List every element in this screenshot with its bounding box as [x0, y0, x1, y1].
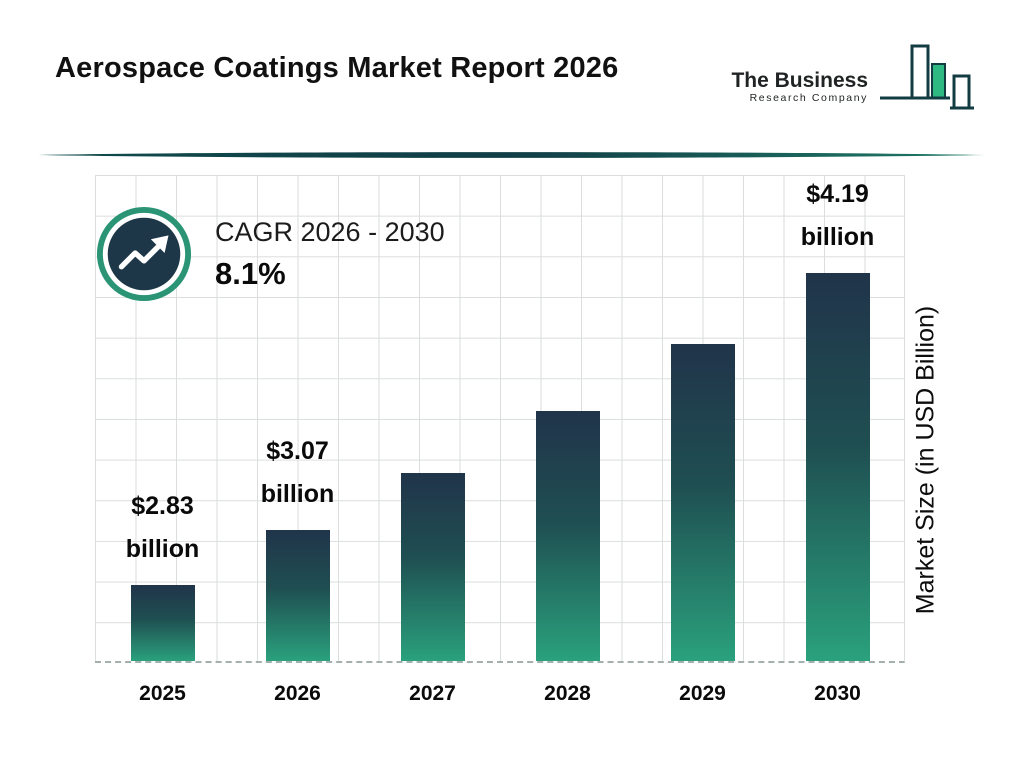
- logo-name: The Business: [731, 69, 868, 92]
- logo-subtitle: Research Company: [749, 92, 868, 104]
- bar-2030: [805, 273, 870, 661]
- bar-value-label-2026: $3.07 billion: [260, 437, 335, 508]
- bar-value-label-2025: $2.83 billion: [125, 492, 200, 563]
- company-logo: The Business Research Company: [731, 40, 976, 118]
- bar-2027: [400, 473, 465, 661]
- cagr-label: CAGR 2026 - 2030: [215, 216, 445, 247]
- x-tick-2030: 2030: [814, 682, 861, 705]
- bar-value-label-2030: $4.19 billion: [800, 180, 875, 251]
- logo-text: The Business Research Company: [731, 70, 868, 118]
- bar-2025: [130, 585, 195, 661]
- page-title: Aerospace Coatings Market Report 2026: [55, 52, 619, 84]
- x-tick-2026: 2026: [274, 682, 321, 705]
- bar-2026: [265, 530, 330, 661]
- plot-area: $2.83 billion $3.07 billion $4.19 billion: [95, 175, 905, 663]
- cagr-text: CAGR 2026 - 2030 8.1%: [215, 217, 445, 292]
- logo-bar-chart-icon: [880, 44, 974, 110]
- divider-line: [38, 152, 985, 158]
- x-tick-2028: 2028: [544, 682, 591, 705]
- x-tick-2029: 2029: [679, 682, 726, 705]
- bar-2028: [535, 411, 600, 661]
- cagr-value: 8.1%: [215, 255, 286, 291]
- trending-up-icon: [96, 206, 192, 302]
- y-axis-title: Market Size (in USD Billion): [911, 305, 940, 615]
- bar-2029: [670, 344, 735, 661]
- x-axis: 2025 2026 2027 2028 2029 2030: [95, 682, 905, 716]
- x-tick-2027: 2027: [409, 682, 456, 705]
- cagr-badge: CAGR 2026 - 2030 8.1%: [95, 205, 445, 303]
- x-tick-2025: 2025: [139, 682, 186, 705]
